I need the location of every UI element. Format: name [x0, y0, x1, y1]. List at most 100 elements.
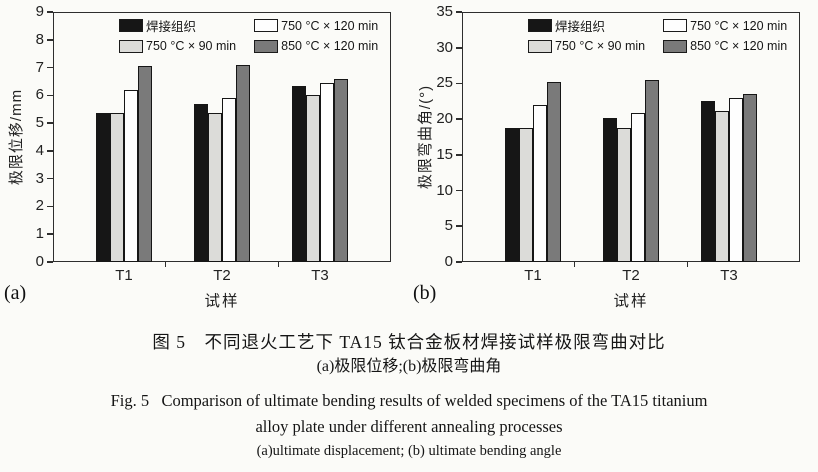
y-axis-tick	[47, 122, 53, 124]
bar-焊接组织-T2	[194, 103, 208, 262]
y-tick-label: 10	[436, 181, 453, 199]
y-axis-title: 极限位移/mm	[8, 88, 25, 186]
legend-item: 850 °C × 120 min	[254, 39, 378, 53]
y-tick-label: 15	[436, 145, 453, 163]
y-axis-tick	[47, 177, 53, 180]
y-axis-tick	[456, 82, 462, 85]
bar-750 °C × 120 min-T1	[123, 89, 138, 262]
bar-焊接组织-T1	[95, 113, 110, 262]
y-axis-tick	[456, 118, 462, 120]
legend-swatch-焊接组织	[528, 19, 552, 32]
bar-750 °C × 90 min-T3	[306, 95, 321, 262]
legend-label: 850 °C × 120 min	[281, 39, 379, 53]
chart-ultimate-bending-angle: 0 5 10 15 20 25 30 35 T1 T2 T3 极限弯曲角/(°) 试样 焊接组织 750 °…	[409, 0, 818, 320]
legend-swatch-焊接组织	[119, 19, 143, 32]
legend-label: 750 °C × 90 min	[555, 39, 646, 53]
legend-swatch-750 °C × 120 min	[663, 19, 688, 32]
y-axis-title: 极限弯曲角/(°)	[417, 84, 434, 190]
x-category-label: T1	[115, 267, 133, 284]
x-category-label: T2	[622, 267, 640, 284]
chart-legend: 焊接组织 750 °C × 120 min 750 °C × 90 min 850 °…	[528, 16, 787, 53]
y-tick-label: 9	[35, 3, 44, 20]
y-tick-label: 6	[35, 86, 44, 104]
y-tick-label: 3	[35, 169, 44, 187]
y-axis-tick	[456, 189, 462, 192]
bar-焊接组织-T2	[603, 118, 617, 262]
y-tick-label: 25	[436, 74, 453, 92]
y-axis-tick	[456, 261, 462, 263]
y-axis-tick	[47, 261, 53, 263]
x-category-label: T3	[311, 267, 329, 284]
x-axis-tick	[573, 262, 576, 267]
y-axis-tick	[456, 225, 462, 228]
x-axis-title: 试样	[613, 293, 649, 310]
x-category-label: T1	[524, 267, 542, 284]
x-category-label: T2	[213, 267, 231, 284]
y-axis-tick	[456, 154, 462, 156]
y-axis-tick	[456, 46, 462, 49]
legend-item: 850 °C × 120 min	[663, 39, 787, 53]
legend-label: 750 °C × 90 min	[146, 39, 237, 53]
legend-label: 焊接组织	[146, 20, 197, 34]
y-axis-tick	[47, 94, 53, 97]
y-tick-label: 4	[35, 141, 44, 159]
y-axis-tick	[47, 233, 53, 236]
x-category-label: T3	[720, 267, 738, 284]
legend-label: 750 °C × 120 min	[281, 18, 379, 33]
y-tick-label: 5	[35, 114, 44, 132]
y-axis-tick	[47, 205, 53, 208]
y-tick-label: 2	[35, 197, 44, 215]
legend-swatch-750 °C × 90 min	[119, 39, 143, 53]
bar-850 °C × 120 min-T2	[645, 79, 659, 262]
legend-item: 750 °C × 120 min	[254, 16, 378, 35]
chart-legend: 焊接组织 750 °C × 120 min 750 °C × 90 min 850 °…	[119, 16, 378, 53]
bar-750 °C × 90 min-T3	[715, 110, 730, 262]
legend-swatch-850 °C × 120 min	[663, 39, 688, 53]
bar-焊接组织-T3	[292, 85, 307, 262]
y-axis-tick	[47, 38, 53, 41]
legend-label: 750 °C × 120 min	[690, 18, 788, 33]
legend-label: 焊接组织	[555, 20, 606, 34]
chart-ultimate-displacement: 0 1 2 3 4 5 6 7 8 9 T1 T2 T3 极限位移/mm 试样 焊接组织 750 °C × 12…	[0, 0, 409, 320]
legend-swatch-750 °C × 90 min	[528, 39, 552, 53]
x-axis-tick	[277, 262, 280, 267]
legend-item: 750 °C × 90 min	[119, 39, 236, 53]
y-tick-label: 0	[35, 253, 44, 270]
y-tick-label: 7	[35, 58, 44, 76]
y-tick-label: 20	[436, 110, 453, 128]
x-axis-tick	[686, 262, 689, 267]
y-axis-tick	[47, 66, 53, 69]
legend-swatch-750 °C × 120 min	[254, 19, 279, 32]
panel-label: (b)	[413, 282, 437, 304]
y-tick-label: 35	[436, 3, 453, 20]
y-tick-label: 8	[35, 30, 44, 48]
caption-zh-title: 图 5 不同退火工艺下 TA15 钛合金板材焊接试样极限弯曲对比	[152, 332, 666, 352]
legend-item: 焊接组织	[528, 16, 645, 35]
bar-750 °C × 90 min-T1	[518, 127, 533, 262]
legend-swatch-850 °C × 120 min	[254, 39, 279, 53]
caption-en-title-line1: Fig. 5 Comparison of ultimate bending re…	[110, 391, 708, 410]
figure-caption: 图 5 不同退火工艺下 TA15 钛合金板材焊接试样极限弯曲对比 (a)极限位移…	[0, 330, 818, 463]
legend-item: 焊接组织	[119, 16, 236, 35]
legend-label: 850 °C × 120 min	[690, 39, 788, 53]
charts-row: 0 1 2 3 4 5 6 7 8 9 T1 T2 T3 极限位移/mm 试样 焊接组织 750 °C × 12…	[0, 0, 818, 320]
bar-850 °C × 120 min-T3	[743, 94, 758, 262]
y-tick-label: 30	[436, 38, 453, 56]
bar-750 °C × 120 min-T1	[532, 104, 547, 262]
y-tick-label: 1	[35, 225, 44, 243]
bar-750 °C × 120 min-T3	[729, 97, 744, 262]
bar-850 °C × 120 min-T1	[546, 82, 561, 262]
caption-zh-subtitle: (a)极限位移;(b)极限弯曲角	[316, 358, 502, 375]
panel-label: (a)	[4, 282, 27, 304]
bar-750 °C × 120 min-T2	[222, 98, 236, 262]
bar-焊接组织-T1	[504, 127, 519, 262]
caption-en-subtitle: (a)ultimate displacement; (b) ultimate b…	[256, 443, 562, 459]
y-axis-tick	[47, 11, 53, 13]
caption-en-title-line2: alloy plate under different annealing pr…	[255, 417, 563, 436]
legend-item: 750 °C × 120 min	[663, 16, 787, 35]
bar-750 °C × 90 min-T2	[617, 127, 631, 262]
bar-850 °C × 120 min-T2	[236, 64, 250, 262]
y-axis-tick	[47, 150, 53, 152]
bar-焊接组织-T3	[701, 100, 716, 262]
